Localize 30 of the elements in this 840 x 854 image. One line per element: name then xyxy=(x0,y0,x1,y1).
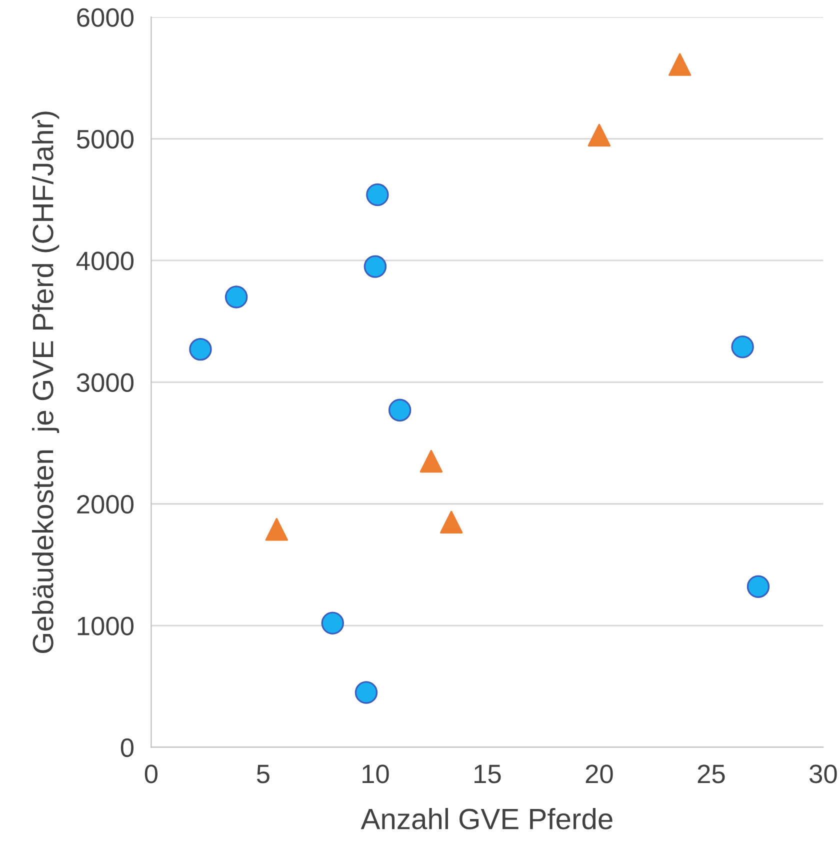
x-tick-label: 10 xyxy=(362,764,389,784)
x-tick-label: 5 xyxy=(256,764,270,784)
point xyxy=(364,255,387,278)
y-tick-label: 4000 xyxy=(76,252,134,270)
point xyxy=(588,124,611,146)
point xyxy=(440,510,463,534)
point xyxy=(224,286,248,308)
point xyxy=(321,612,344,634)
x-tick-label: 20 xyxy=(586,764,613,784)
y-tick-label: 1000 xyxy=(78,616,134,636)
point xyxy=(731,336,754,358)
y-tick-label: 3000 xyxy=(76,373,134,392)
y-tick-label: 5000 xyxy=(76,130,134,149)
x-tick-label: 25 xyxy=(698,764,725,784)
y-tick-label: 6000 xyxy=(77,8,134,27)
point xyxy=(366,183,389,206)
y-tick-label: 2000 xyxy=(77,494,134,514)
x-tick-label: 0 xyxy=(144,764,158,784)
point xyxy=(265,518,288,541)
x-axis-title: Anzahl GVE Pferde xyxy=(360,808,612,830)
point xyxy=(668,53,692,76)
y-tick-label: 0 xyxy=(120,738,134,758)
y-axis-title: Gebäudekosten je GVE Pferd (CHF/Jahr) xyxy=(32,112,60,654)
point xyxy=(746,575,770,598)
point xyxy=(189,338,212,361)
x-tick-label: 30 xyxy=(810,764,837,784)
x-tick-label: 15 xyxy=(474,764,501,784)
point xyxy=(420,450,443,473)
point xyxy=(354,681,378,704)
point xyxy=(388,398,412,422)
